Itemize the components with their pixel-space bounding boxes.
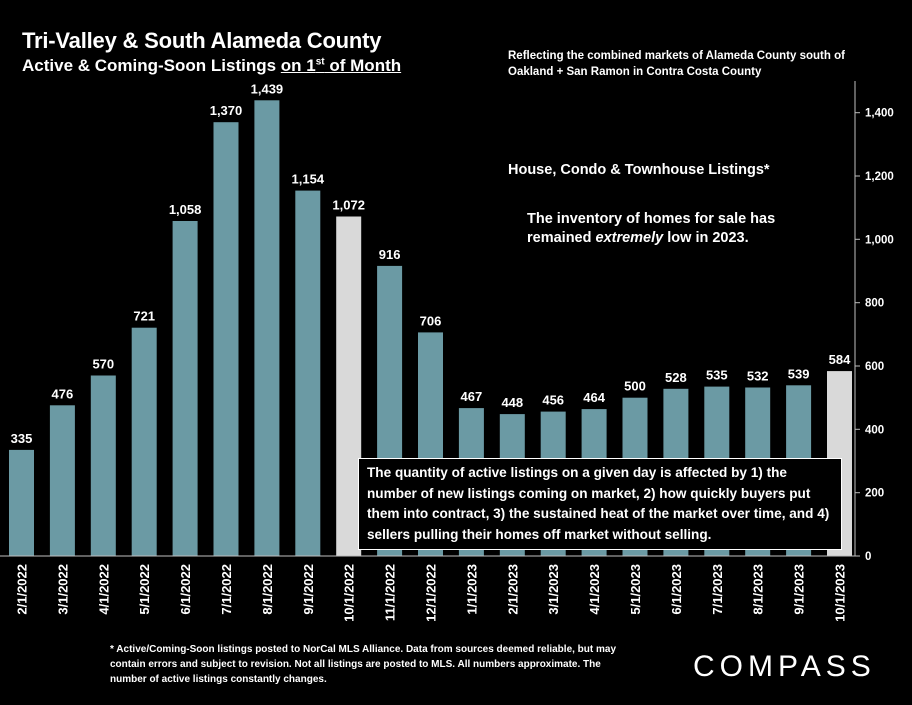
value-label-1-1-2023: 467 xyxy=(461,389,483,404)
bar-4-1-2022 xyxy=(90,375,116,556)
x-tick-label-8-1-2023: 8/1/2023 xyxy=(751,564,766,615)
chart-subtitle: Active & Coming-Soon Listings on 1st of … xyxy=(22,56,401,76)
value-label-3-1-2023: 456 xyxy=(542,393,564,408)
x-tick-label-3-1-2023: 3/1/2023 xyxy=(546,564,561,615)
x-tick-label-7-1-2022: 7/1/2022 xyxy=(219,564,234,615)
subtitle-underlined: on 1st of Month xyxy=(281,56,401,75)
chart-title: Tri-Valley & South Alameda County xyxy=(22,28,382,53)
annotation-body-b: low in 2023. xyxy=(663,230,749,246)
x-tick-label-6-1-2022: 6/1/2022 xyxy=(178,564,193,615)
y-tick-label: 600 xyxy=(865,361,884,373)
bar-3-1-2022 xyxy=(49,405,75,556)
x-tick-label-12-1-2022: 12/1/2022 xyxy=(424,564,439,622)
x-tick-label-2-1-2022: 2/1/2022 xyxy=(15,564,30,615)
x-tick-label-7-1-2023: 7/1/2023 xyxy=(710,564,725,615)
x-tick-label-4-1-2022: 4/1/2022 xyxy=(96,564,111,615)
value-label-4-1-2023: 464 xyxy=(583,390,605,405)
annotation-body-a: The inventory of homes for sale has rema… xyxy=(527,211,776,246)
value-label-2-1-2022: 335 xyxy=(11,431,33,446)
x-tick-label-9-1-2023: 9/1/2023 xyxy=(792,564,807,615)
bar-8-1-2022 xyxy=(254,100,280,557)
x-tick-label-2-1-2023: 2/1/2023 xyxy=(505,564,520,615)
bar-6-1-2022 xyxy=(172,221,198,556)
market-scope-note: Reflecting the combined markets of Alame… xyxy=(508,50,845,78)
value-labels-group: 335 476 570 721 1,058 1,370 1,439 1,154 1,072 916… xyxy=(11,81,851,446)
value-label-9-1-2022: 1,154 xyxy=(292,172,325,187)
value-label-8-1-2023: 532 xyxy=(747,369,769,384)
x-tick-labels-group: 2/1/2022 3/1/2022 4/1/2022 5/1/2022 6/1/2022… xyxy=(15,564,848,622)
value-label-10-1-2022: 1,072 xyxy=(332,198,365,213)
y-axis-group: 0 200 400 600 800 1,000 1,200 1,400 xyxy=(0,81,894,563)
x-tick-label-3-1-2022: 3/1/2022 xyxy=(55,564,70,615)
value-label-5-1-2023: 500 xyxy=(624,379,646,394)
subtitle-part-a: on 1 xyxy=(280,56,316,75)
x-tick-label-6-1-2023: 6/1/2023 xyxy=(669,564,684,615)
value-label-11-1-2022: 916 xyxy=(379,247,401,262)
compass-logo: COMPASS xyxy=(693,650,876,683)
x-tick-label-8-1-2022: 8/1/2022 xyxy=(260,564,275,615)
y-tick-label: 800 xyxy=(865,298,884,310)
bar-9-1-2022 xyxy=(295,190,321,556)
value-label-7-1-2023: 535 xyxy=(706,368,728,383)
annotation-heading: House, Condo & Townhouse Listings* xyxy=(508,162,770,178)
x-tick-label-11-1-2022: 11/1/2022 xyxy=(383,564,398,621)
bar-10-1-2022 xyxy=(336,216,362,556)
value-label-3-1-2022: 476 xyxy=(52,386,74,401)
x-tick-label-10-1-2022: 10/1/2022 xyxy=(342,564,357,622)
x-tick-label-9-1-2022: 9/1/2022 xyxy=(301,564,316,615)
y-tick-label: 400 xyxy=(865,424,884,436)
annotation-body: The inventory of homes for sale has rema… xyxy=(527,210,797,248)
value-label-10-1-2023: 584 xyxy=(829,352,851,367)
x-tick-label-5-1-2023: 5/1/2023 xyxy=(628,564,643,615)
value-label-7-1-2022: 1,370 xyxy=(210,103,243,118)
y-tick-label: 1,000 xyxy=(865,234,894,246)
value-label-12-1-2022: 706 xyxy=(420,313,442,328)
y-tick-label: 1,200 xyxy=(865,171,894,183)
value-label-6-1-2023: 528 xyxy=(665,370,687,385)
bar-2-1-2022 xyxy=(9,449,34,556)
footnote: * Active/Coming-Soon listings posted to … xyxy=(110,644,617,685)
value-label-4-1-2022: 570 xyxy=(92,357,114,372)
x-tick-label-10-1-2023: 10/1/2023 xyxy=(833,564,848,622)
y-tick-label: 1,400 xyxy=(865,108,894,120)
value-label-2-1-2023: 448 xyxy=(501,395,523,410)
y-tick-label: 200 xyxy=(865,488,884,500)
subtitle-superscript: st xyxy=(315,56,325,68)
subtitle-part-b: of Month xyxy=(324,56,402,75)
value-label-6-1-2022: 1,058 xyxy=(169,202,202,217)
callout-box: The quantity of active listings on a giv… xyxy=(358,458,842,550)
value-label-9-1-2023: 539 xyxy=(788,366,810,381)
y-tick-label: 0 xyxy=(865,551,871,563)
x-tick-label-1-1-2023: 1/1/2023 xyxy=(464,564,479,615)
value-label-5-1-2022: 721 xyxy=(133,309,155,324)
subtitle-prefix: Active & Coming-Soon Listings xyxy=(22,56,281,75)
annotation-emphasis: extremely xyxy=(595,230,664,246)
bar-5-1-2022 xyxy=(131,327,157,556)
bar-7-1-2022 xyxy=(213,122,239,556)
value-label-8-1-2022: 1,439 xyxy=(251,81,284,96)
x-tick-label-4-1-2023: 4/1/2023 xyxy=(587,564,602,615)
x-tick-label-5-1-2022: 5/1/2022 xyxy=(137,564,152,615)
